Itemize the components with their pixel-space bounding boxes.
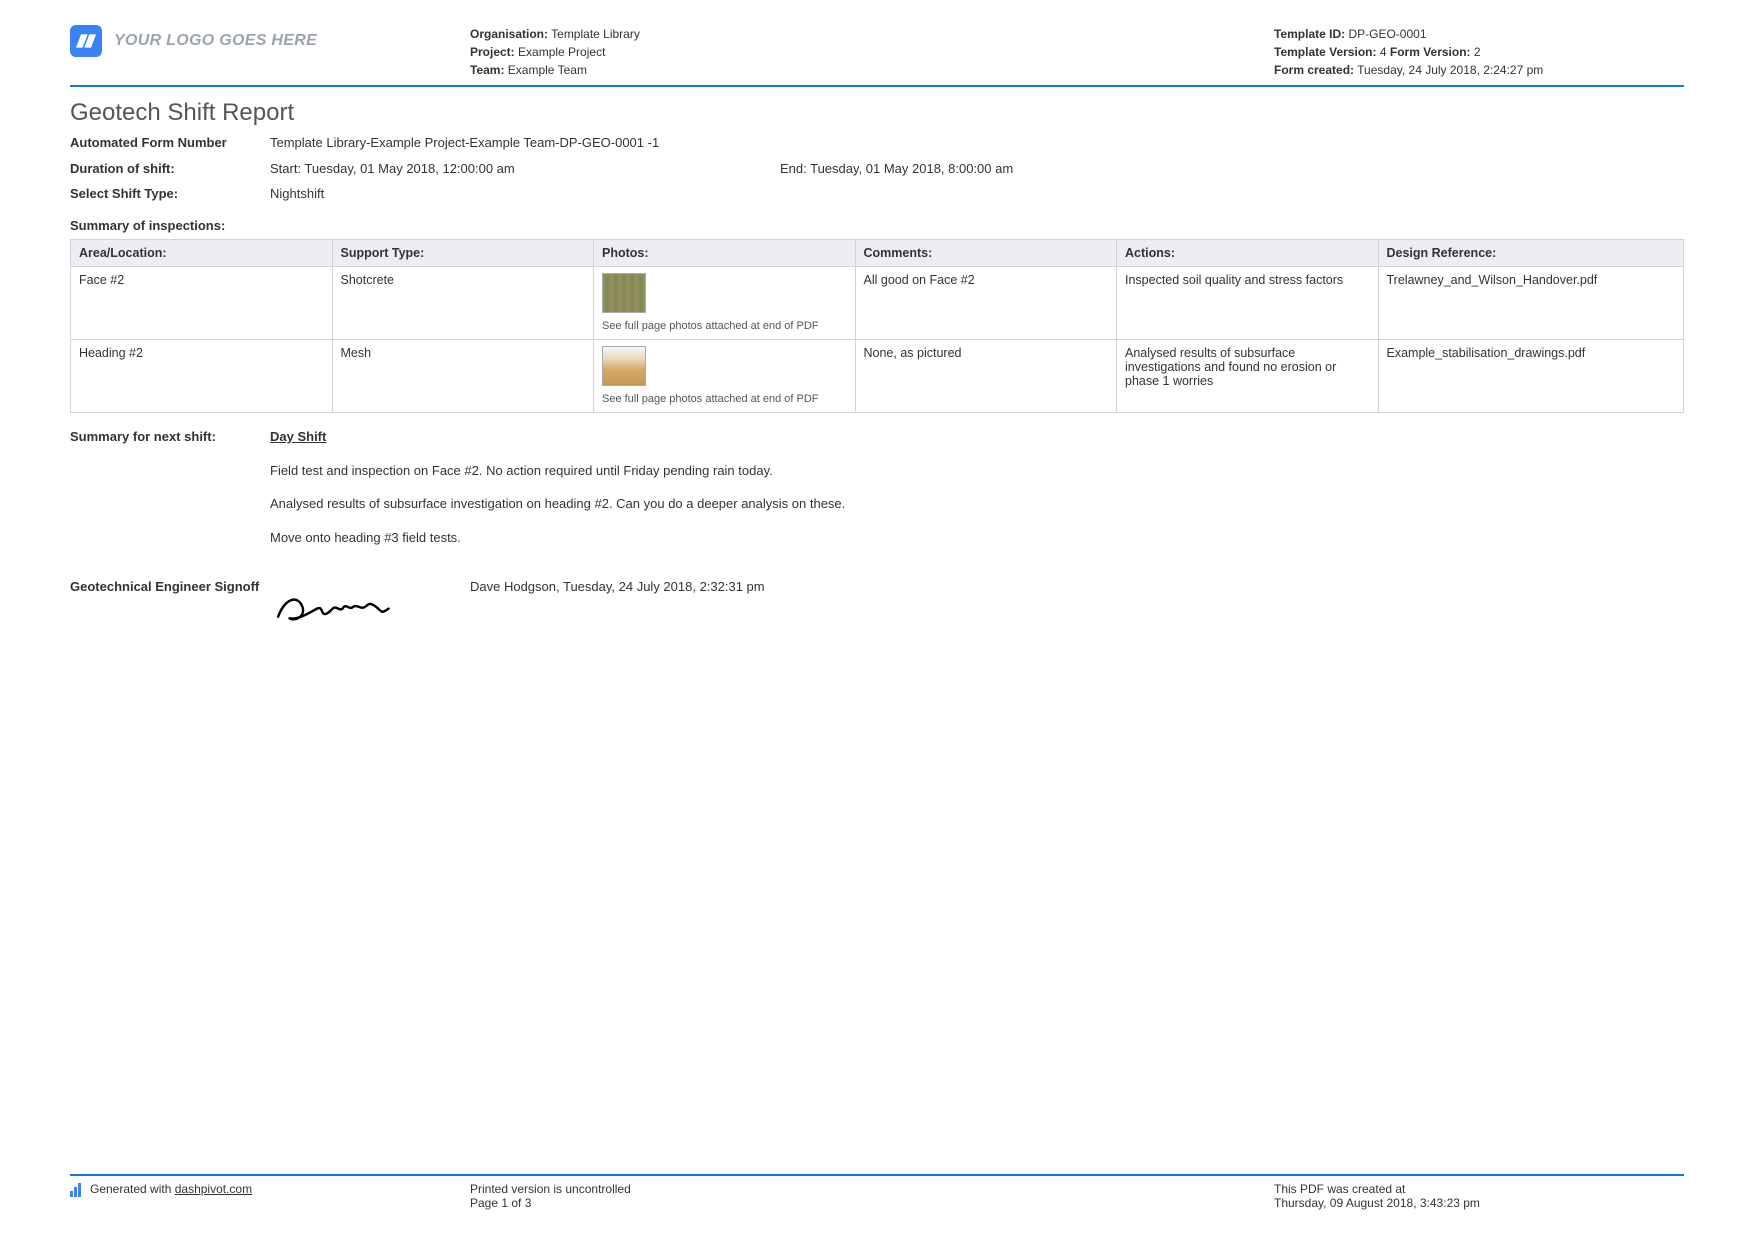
template-id-label: Template ID: bbox=[1274, 27, 1345, 41]
footer-created-label: This PDF was created at bbox=[1274, 1182, 1684, 1196]
page-header: YOUR LOGO GOES HERE Organisation: Templa… bbox=[70, 25, 1684, 87]
th-design: Design Reference: bbox=[1378, 239, 1684, 266]
next-shift-row: Summary for next shift: Day Shift Field … bbox=[70, 427, 1684, 561]
cell-support: Mesh bbox=[332, 339, 594, 412]
form-version-value: 2 bbox=[1474, 45, 1481, 59]
signoff-text: Dave Hodgson, Tuesday, 24 July 2018, 2:3… bbox=[470, 579, 1684, 634]
cell-actions: Inspected soil quality and stress factor… bbox=[1117, 266, 1379, 339]
photo-note: See full page photos attached at end of … bbox=[602, 319, 847, 333]
header-meta: Organisation: Template Library Project: … bbox=[470, 25, 1684, 79]
footer-created-value: Thursday, 09 August 2018, 3:43:23 pm bbox=[1274, 1196, 1684, 1210]
form-number-row: Automated Form Number Template Library-E… bbox=[70, 133, 1684, 153]
cell-comments: None, as pictured bbox=[855, 339, 1117, 412]
logo-area: YOUR LOGO GOES HERE bbox=[70, 25, 470, 57]
template-version-label: Template Version: bbox=[1274, 45, 1376, 59]
cell-design: Example_stabilisation_drawings.pdf bbox=[1378, 339, 1684, 412]
th-comments: Comments: bbox=[855, 239, 1117, 266]
next-shift-title: Day Shift bbox=[270, 427, 326, 447]
photo-thumbnail bbox=[602, 346, 646, 386]
next-shift-body: Day Shift Field test and inspection on F… bbox=[270, 427, 1684, 561]
th-area: Area/Location: bbox=[71, 239, 333, 266]
page-footer: Generated with dashpivot.com Printed ver… bbox=[70, 1174, 1684, 1210]
report-title: Geotech Shift Report bbox=[70, 99, 1684, 127]
project-label: Project: bbox=[470, 45, 515, 59]
photo-thumbnail bbox=[602, 273, 646, 313]
form-created-value: Tuesday, 24 July 2018, 2:24:27 pm bbox=[1357, 63, 1543, 77]
project-value: Example Project bbox=[518, 45, 605, 59]
form-number-value: Template Library-Example Project-Example… bbox=[270, 133, 1684, 153]
duration-row: Duration of shift: Start: Tuesday, 01 Ma… bbox=[70, 159, 1684, 179]
next-shift-line: Field test and inspection on Face #2. No… bbox=[270, 461, 1684, 481]
form-created-label: Form created: bbox=[1274, 63, 1354, 77]
team-label: Team: bbox=[470, 63, 504, 77]
footer-right: This PDF was created at Thursday, 09 Aug… bbox=[1274, 1182, 1684, 1210]
next-shift-line: Move onto heading #3 field tests. bbox=[270, 528, 1684, 548]
signoff-label: Geotechnical Engineer Signoff bbox=[70, 579, 270, 634]
table-row: Face #2 Shotcrete See full page photos a… bbox=[71, 266, 1684, 339]
footer-generated: Generated with dashpivot.com bbox=[70, 1182, 470, 1210]
footer-uncontrolled: Printed version is uncontrolled bbox=[470, 1182, 1274, 1196]
form-number-label: Automated Form Number bbox=[70, 133, 270, 153]
next-shift-label: Summary for next shift: bbox=[70, 427, 270, 447]
cell-photos: See full page photos attached at end of … bbox=[594, 266, 856, 339]
header-meta-left: Organisation: Template Library Project: … bbox=[470, 25, 1274, 79]
inspections-table: Area/Location: Support Type: Photos: Com… bbox=[70, 239, 1684, 414]
template-version-value: 4 bbox=[1380, 45, 1387, 59]
org-value: Template Library bbox=[551, 27, 640, 41]
cell-actions: Analysed results of subsurface investiga… bbox=[1117, 339, 1379, 412]
inspections-heading: Summary of inspections: bbox=[70, 218, 1684, 233]
th-support: Support Type: bbox=[332, 239, 594, 266]
shift-type-value: Nightshift bbox=[270, 184, 1684, 204]
cell-comments: All good on Face #2 bbox=[855, 266, 1117, 339]
footer-center: Printed version is uncontrolled Page 1 o… bbox=[470, 1182, 1274, 1210]
shift-type-row: Select Shift Type: Nightshift bbox=[70, 184, 1684, 204]
cell-photos: See full page photos attached at end of … bbox=[594, 339, 856, 412]
cell-area: Heading #2 bbox=[71, 339, 333, 412]
cell-support: Shotcrete bbox=[332, 266, 594, 339]
footer-page: Page 1 of 3 bbox=[470, 1196, 1274, 1210]
signature-image bbox=[270, 579, 470, 634]
team-value: Example Team bbox=[508, 63, 587, 77]
duration-label: Duration of shift: bbox=[70, 159, 270, 179]
shift-type-label: Select Shift Type: bbox=[70, 184, 270, 204]
table-row: Heading #2 Mesh See full page photos att… bbox=[71, 339, 1684, 412]
logo-placeholder-text: YOUR LOGO GOES HERE bbox=[114, 32, 317, 50]
photo-note: See full page photos attached at end of … bbox=[602, 392, 847, 406]
header-meta-right: Template ID: DP-GEO-0001 Template Versio… bbox=[1274, 25, 1684, 79]
logo-icon bbox=[70, 25, 102, 57]
duration-start: Start: Tuesday, 01 May 2018, 12:00:00 am bbox=[270, 159, 780, 179]
bars-icon bbox=[70, 1183, 84, 1197]
th-actions: Actions: bbox=[1117, 239, 1379, 266]
table-header-row: Area/Location: Support Type: Photos: Com… bbox=[71, 239, 1684, 266]
footer-generated-prefix: Generated with bbox=[90, 1182, 175, 1196]
cell-area: Face #2 bbox=[71, 266, 333, 339]
footer-link[interactable]: dashpivot.com bbox=[175, 1182, 252, 1196]
template-id-value: DP-GEO-0001 bbox=[1348, 27, 1426, 41]
duration-end: End: Tuesday, 01 May 2018, 8:00:00 am bbox=[780, 159, 1013, 179]
th-photos: Photos: bbox=[594, 239, 856, 266]
signoff-row: Geotechnical Engineer Signoff Dave Hodgs… bbox=[70, 579, 1684, 634]
cell-design: Trelawney_and_Wilson_Handover.pdf bbox=[1378, 266, 1684, 339]
next-shift-line: Analysed results of subsurface investiga… bbox=[270, 494, 1684, 514]
org-label: Organisation: bbox=[470, 27, 548, 41]
form-version-label: Form Version: bbox=[1390, 45, 1471, 59]
